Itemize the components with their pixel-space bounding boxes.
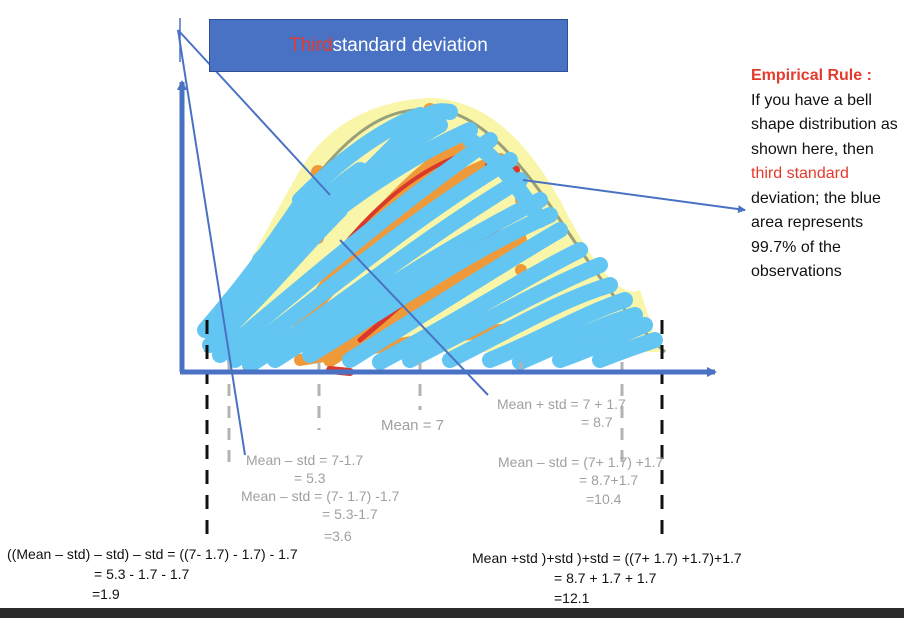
plus2-line1: Mean – std = (7+ 1.7) +1.7	[498, 454, 664, 470]
rule-text-1: If you have a bell shape distribution as…	[751, 91, 898, 158]
plus3-line1: Mean +std )+std )+std = ((7+ 1.7) +1.7)+…	[472, 550, 742, 566]
mean-label: Mean = 7	[381, 417, 444, 434]
title-banner: Third standard deviation	[209, 19, 568, 72]
rule-heading: Empirical Rule :	[751, 67, 872, 84]
callout-lines	[177, 18, 746, 456]
plus1-line2: = 8.7	[581, 414, 613, 430]
minus2-line2: = 5.3-1.7	[322, 506, 378, 522]
minus2-line1: Mean – std = (7- 1.7) -1.7	[241, 488, 400, 504]
title-rest: standard deviation	[332, 34, 488, 56]
minus1-line1: Mean – std = 7-1.7	[246, 452, 364, 468]
plus1-line1: Mean + std = 7 + 1.7	[497, 396, 626, 412]
minus2-line3: =3.6	[324, 528, 352, 544]
plus2-line3: =10.4	[586, 491, 622, 507]
rule-text-2: deviation; the blue area represents 99.7…	[751, 189, 881, 281]
empirical-rule-note: Empirical Rule : If you have a bell shap…	[751, 64, 901, 285]
minus1-line2: = 5.3	[294, 470, 326, 486]
plus3-line3: =12.1	[554, 590, 590, 606]
blue-scribble	[197, 103, 663, 373]
minus3-line3: =1.9	[92, 586, 120, 602]
minus3-line2: = 5.3 - 1.7 - 1.7	[94, 566, 190, 582]
plus2-line2: = 8.7+1.7	[579, 472, 639, 488]
bottom-bar	[0, 608, 904, 618]
title-highlight: Third	[289, 34, 333, 56]
minus3-line1: ((Mean – std) – std) – std = ((7- 1.7) -…	[7, 546, 298, 562]
rule-highlight: third standard	[751, 165, 849, 182]
plus3-line2: = 8.7 + 1.7 + 1.7	[554, 570, 657, 586]
